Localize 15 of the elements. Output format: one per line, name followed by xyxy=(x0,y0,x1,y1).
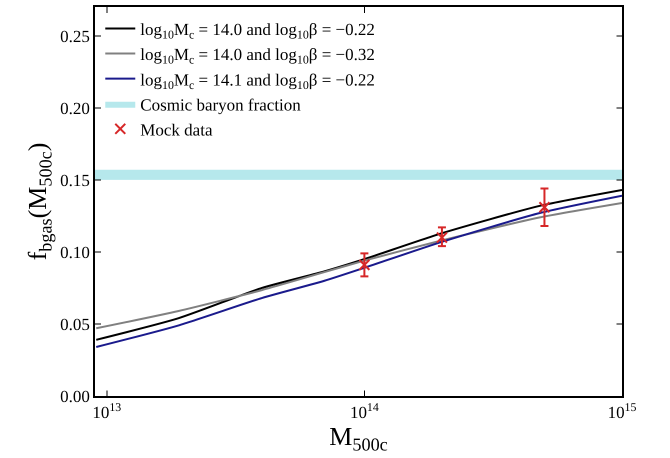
legend-label: Cosmic baryon fraction xyxy=(140,95,302,114)
y-tick-label: 0.15 xyxy=(60,170,90,190)
y-tick-label: 0.00 xyxy=(60,386,90,406)
y-tick-label: 0.10 xyxy=(60,242,90,262)
y-tick-label: 0.05 xyxy=(60,314,90,334)
y-tick-label: 0.25 xyxy=(60,26,90,46)
y-tick-label: 0.20 xyxy=(60,98,90,118)
x-tick-label: 10$^{15}$ xyxy=(608,400,636,422)
x-axis-title: M$_{500c}$ xyxy=(329,422,388,455)
legend-label: log$_{10}$M$_{c}$ = 14.0 and log$_{10}$β = −0.22 xyxy=(140,20,375,42)
x-tick-label: 10$^{13}$ xyxy=(92,400,122,422)
legend-label: Mock data xyxy=(140,120,213,140)
legend-label: log$_{10}$M$_{c}$ = 14.0 and log$_{10}$β = −0.32 xyxy=(140,45,375,67)
x-tick-label: 10$^{14}$ xyxy=(350,400,379,422)
legend-label: log$_{10}$M$_{c}$ = 14.1 and log$_{10}$β = −0.22 xyxy=(140,70,375,92)
